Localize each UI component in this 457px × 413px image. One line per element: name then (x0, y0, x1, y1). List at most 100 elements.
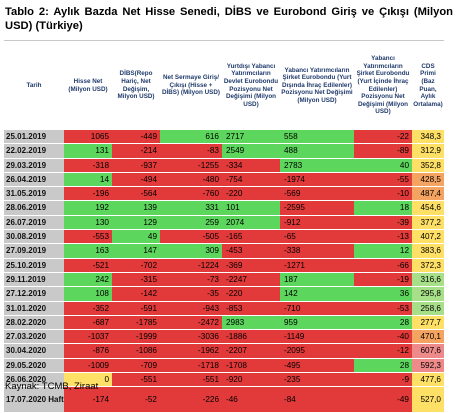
value-cell: 558 (280, 130, 354, 145)
date-cell: 30.04.2020 (4, 343, 64, 359)
table-row: 29.03.2019 -318 -937 -1255 -334 2783 40 352,8 (4, 158, 444, 173)
cds-cell: 377,2 (412, 215, 444, 231)
value-cell: -1086 (112, 343, 160, 359)
cds-cell: 407,2 (412, 229, 444, 245)
column-header: Net Sermaye Giriş/Çıkışı (Hisse + DİBS) … (160, 40, 222, 130)
value-cell: -1999 (112, 329, 160, 345)
table-row: 27.03.2020 -1037 -1999 -3036 -1886 -1149 -40 47… (4, 329, 444, 345)
date-cell: 31.01.2020 (4, 301, 64, 316)
column-header: Yabancı Yatırımcıların Şirket Eurobondu … (354, 40, 412, 130)
cds-cell: 277,7 (412, 315, 444, 331)
value-cell: 309 (160, 243, 222, 259)
date-cell: 31.05.2019 (4, 186, 64, 202)
table-row: 28.02.2020 -687 -1785 -2472 2983 959 28 277,7 (4, 315, 444, 331)
date-cell: 29.05.2020 (4, 358, 64, 374)
value-cell: -551 (160, 372, 222, 388)
value-cell: 28 (354, 315, 412, 331)
value-cell: 12 (354, 243, 412, 259)
value-cell: 488 (280, 143, 354, 159)
value-cell: 2549 (222, 143, 280, 159)
cds-cell: 383,6 (412, 243, 444, 259)
value-cell: 331 (160, 200, 222, 216)
value-cell: -10 (354, 186, 412, 202)
column-header: CDS Primi (Baz Puan, Aylık Ortalama) (412, 40, 444, 130)
cds-cell: 470,1 (412, 329, 444, 345)
value-cell: -318 (64, 158, 112, 173)
table-row: 31.01.2020 -352 -591 -943 -853 -710 -53 258,6 (4, 301, 444, 316)
table-row: 29.05.2020 -1009 -709 -1718 -1708 -495 28 592,3 (4, 358, 444, 374)
table-row: 30.04.2020 -876 -1086 -1962 -2207 -2095 -12 607… (4, 343, 444, 359)
date-cell: 27.03.2020 (4, 329, 64, 345)
value-cell: 259 (160, 215, 222, 231)
value-cell: -2472 (160, 315, 222, 331)
value-cell: -937 (112, 158, 160, 173)
value-cell: -1785 (112, 315, 160, 331)
date-cell: 26.07.2019 (4, 215, 64, 231)
value-cell: -564 (112, 186, 160, 202)
value-cell: -338 (280, 243, 354, 259)
value-cell: 2717 (222, 130, 280, 145)
table-row: 26.04.2019 14 -494 -480 -754 -1974 -55 428,5 (4, 172, 444, 188)
value-cell: -315 (112, 272, 160, 288)
value-cell: -1708 (222, 358, 280, 374)
value-cell: -142 (112, 286, 160, 302)
value-cell: -494 (112, 172, 160, 188)
table-body: 25.01.2019 1065 -449 616 2717 558 -22 348,3 22.0… (4, 130, 444, 413)
table-row: 22.02.2019 131 -214 -83 2549 488 -89 312,9 (4, 143, 444, 159)
value-cell: -760 (160, 186, 222, 202)
column-header: Yabancı Yatırımcıların Şirket Eurobondu … (280, 40, 354, 130)
value-cell: -235 (280, 372, 354, 388)
value-cell: 49 (112, 229, 160, 245)
value-cell: -702 (112, 258, 160, 273)
value-cell: -39 (354, 215, 412, 231)
cds-cell: 607,6 (412, 343, 444, 359)
value-cell: -1224 (160, 258, 222, 273)
column-header: Tarih (4, 40, 64, 130)
value-cell: -2247 (222, 272, 280, 288)
value-cell: -480 (160, 172, 222, 188)
value-cell: -1009 (64, 358, 112, 374)
date-cell: 30.08.2019 (4, 229, 64, 245)
cds-cell: 487,4 (412, 186, 444, 202)
cds-cell: 312,9 (412, 143, 444, 159)
value-cell: -369 (222, 258, 280, 273)
value-cell: -943 (160, 301, 222, 316)
value-cell: 131 (64, 143, 112, 159)
date-cell: 25.01.2019 (4, 130, 64, 145)
value-cell: 959 (280, 315, 354, 331)
value-cell: 36 (354, 286, 412, 302)
value-cell: -1886 (222, 329, 280, 345)
date-cell: 29.03.2019 (4, 158, 64, 173)
value-cell: -1271 (280, 258, 354, 273)
cds-cell: 372,3 (412, 258, 444, 273)
value-cell: -1149 (280, 329, 354, 345)
table-row: 27.12.2019 108 -142 -35 -220 142 36 295,8 (4, 286, 444, 302)
value-cell: 101 (222, 200, 280, 216)
table-row: 25.01.2019 1065 -449 616 2717 558 -22 348,3 (4, 130, 444, 145)
value-cell: 130 (64, 215, 112, 231)
value-cell: 129 (112, 215, 160, 231)
cds-cell: 592,3 (412, 358, 444, 374)
value-cell: -853 (222, 301, 280, 316)
value-cell: -65 (280, 229, 354, 245)
value-cell: 0 (64, 372, 112, 388)
value-cell: -9 (354, 372, 412, 388)
value-cell: 616 (160, 130, 222, 145)
value-cell: -449 (112, 130, 160, 145)
date-cell: 26.06.2020 (4, 372, 64, 388)
value-cell: -687 (64, 315, 112, 331)
value-cell: -196 (64, 186, 112, 202)
value-cell: 192 (64, 200, 112, 216)
value-cell: -2595 (280, 200, 354, 216)
capital-flows-table: Tarih Hisse Net (Milyon USD) DİBS(Repo H… (4, 40, 444, 413)
value-cell: -754 (222, 172, 280, 188)
value-cell: -495 (280, 358, 354, 374)
value-cell: -920 (222, 372, 280, 388)
date-cell: 26.04.2019 (4, 172, 64, 188)
value-cell: 40 (354, 158, 412, 173)
value-cell: -220 (222, 186, 280, 202)
value-cell: -40 (354, 329, 412, 345)
date-cell: 29.11.2019 (4, 272, 64, 288)
value-cell: -2207 (222, 343, 280, 359)
cds-cell: 258,6 (412, 301, 444, 316)
